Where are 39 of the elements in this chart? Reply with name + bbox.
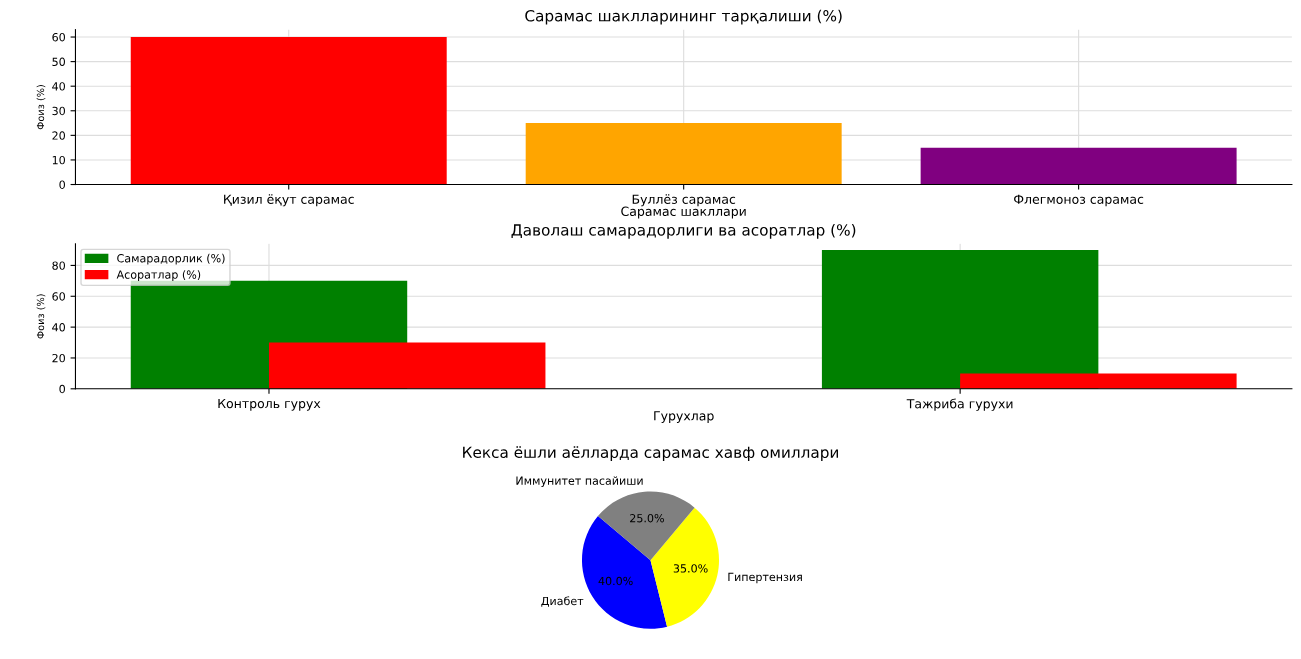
x-tick-label: Буллёз сарамас bbox=[632, 194, 736, 207]
y-tick-label: 20 bbox=[52, 131, 65, 140]
y-tick-label: 40 bbox=[52, 82, 65, 91]
y-tick-label: 20 bbox=[52, 353, 65, 363]
chart-title: Сарамас шаклларининг тарқалиши (%) bbox=[525, 9, 842, 25]
slice-label: Иммунитет пасайиши bbox=[516, 476, 643, 488]
data-label: 35.0% bbox=[673, 564, 708, 573]
y-tick-label: 60 bbox=[52, 33, 65, 42]
x-axis-title: Сарамас шакллари bbox=[621, 206, 746, 219]
chart-title: Даволаш самарадорлиги ва асоратлар (%) bbox=[511, 223, 856, 239]
data-label: 40.0% bbox=[598, 576, 633, 586]
y-tick-label: 10 bbox=[52, 155, 65, 165]
y-tick-label: 0 bbox=[59, 384, 65, 394]
y-axis-title: Фоиз (%) bbox=[36, 294, 46, 339]
y-tick-label: 0 bbox=[59, 180, 65, 189]
x-tick-label: Контроль гурух bbox=[218, 398, 321, 411]
legend-label: Асоратлар (%) bbox=[116, 270, 201, 281]
x-tick-label: Қизил ёқут сарамас bbox=[224, 194, 354, 207]
bar bbox=[130, 37, 447, 185]
legend-label: Самарадорлик (%) bbox=[117, 253, 225, 265]
bar bbox=[960, 373, 1237, 389]
x-tick-label: Тажриба гурухи bbox=[906, 398, 1013, 411]
x-axis-title: Гурухлар bbox=[654, 411, 714, 423]
y-axis-title: Фоиз (%) bbox=[36, 85, 46, 130]
data-label: 25.0% bbox=[630, 514, 664, 523]
y-tick-label: 60 bbox=[52, 292, 65, 301]
bar bbox=[268, 342, 546, 389]
bar bbox=[821, 250, 1099, 389]
x-tick-label: Флегмоноз сарамас bbox=[1014, 194, 1144, 207]
slice-label: Диабет bbox=[541, 596, 584, 607]
chart-title: Кекса ёшли аёлларда сарамас хавф омиллари bbox=[463, 446, 838, 461]
bar bbox=[920, 147, 1237, 185]
y-tick-label: 50 bbox=[52, 57, 65, 66]
bar bbox=[525, 123, 842, 185]
y-tick-label: 30 bbox=[52, 106, 65, 116]
pie-slice bbox=[598, 491, 695, 561]
slice-label: Гипертензия bbox=[728, 572, 802, 584]
y-tick-label: 40 bbox=[52, 323, 65, 332]
y-tick-label: 80 bbox=[52, 261, 65, 270]
